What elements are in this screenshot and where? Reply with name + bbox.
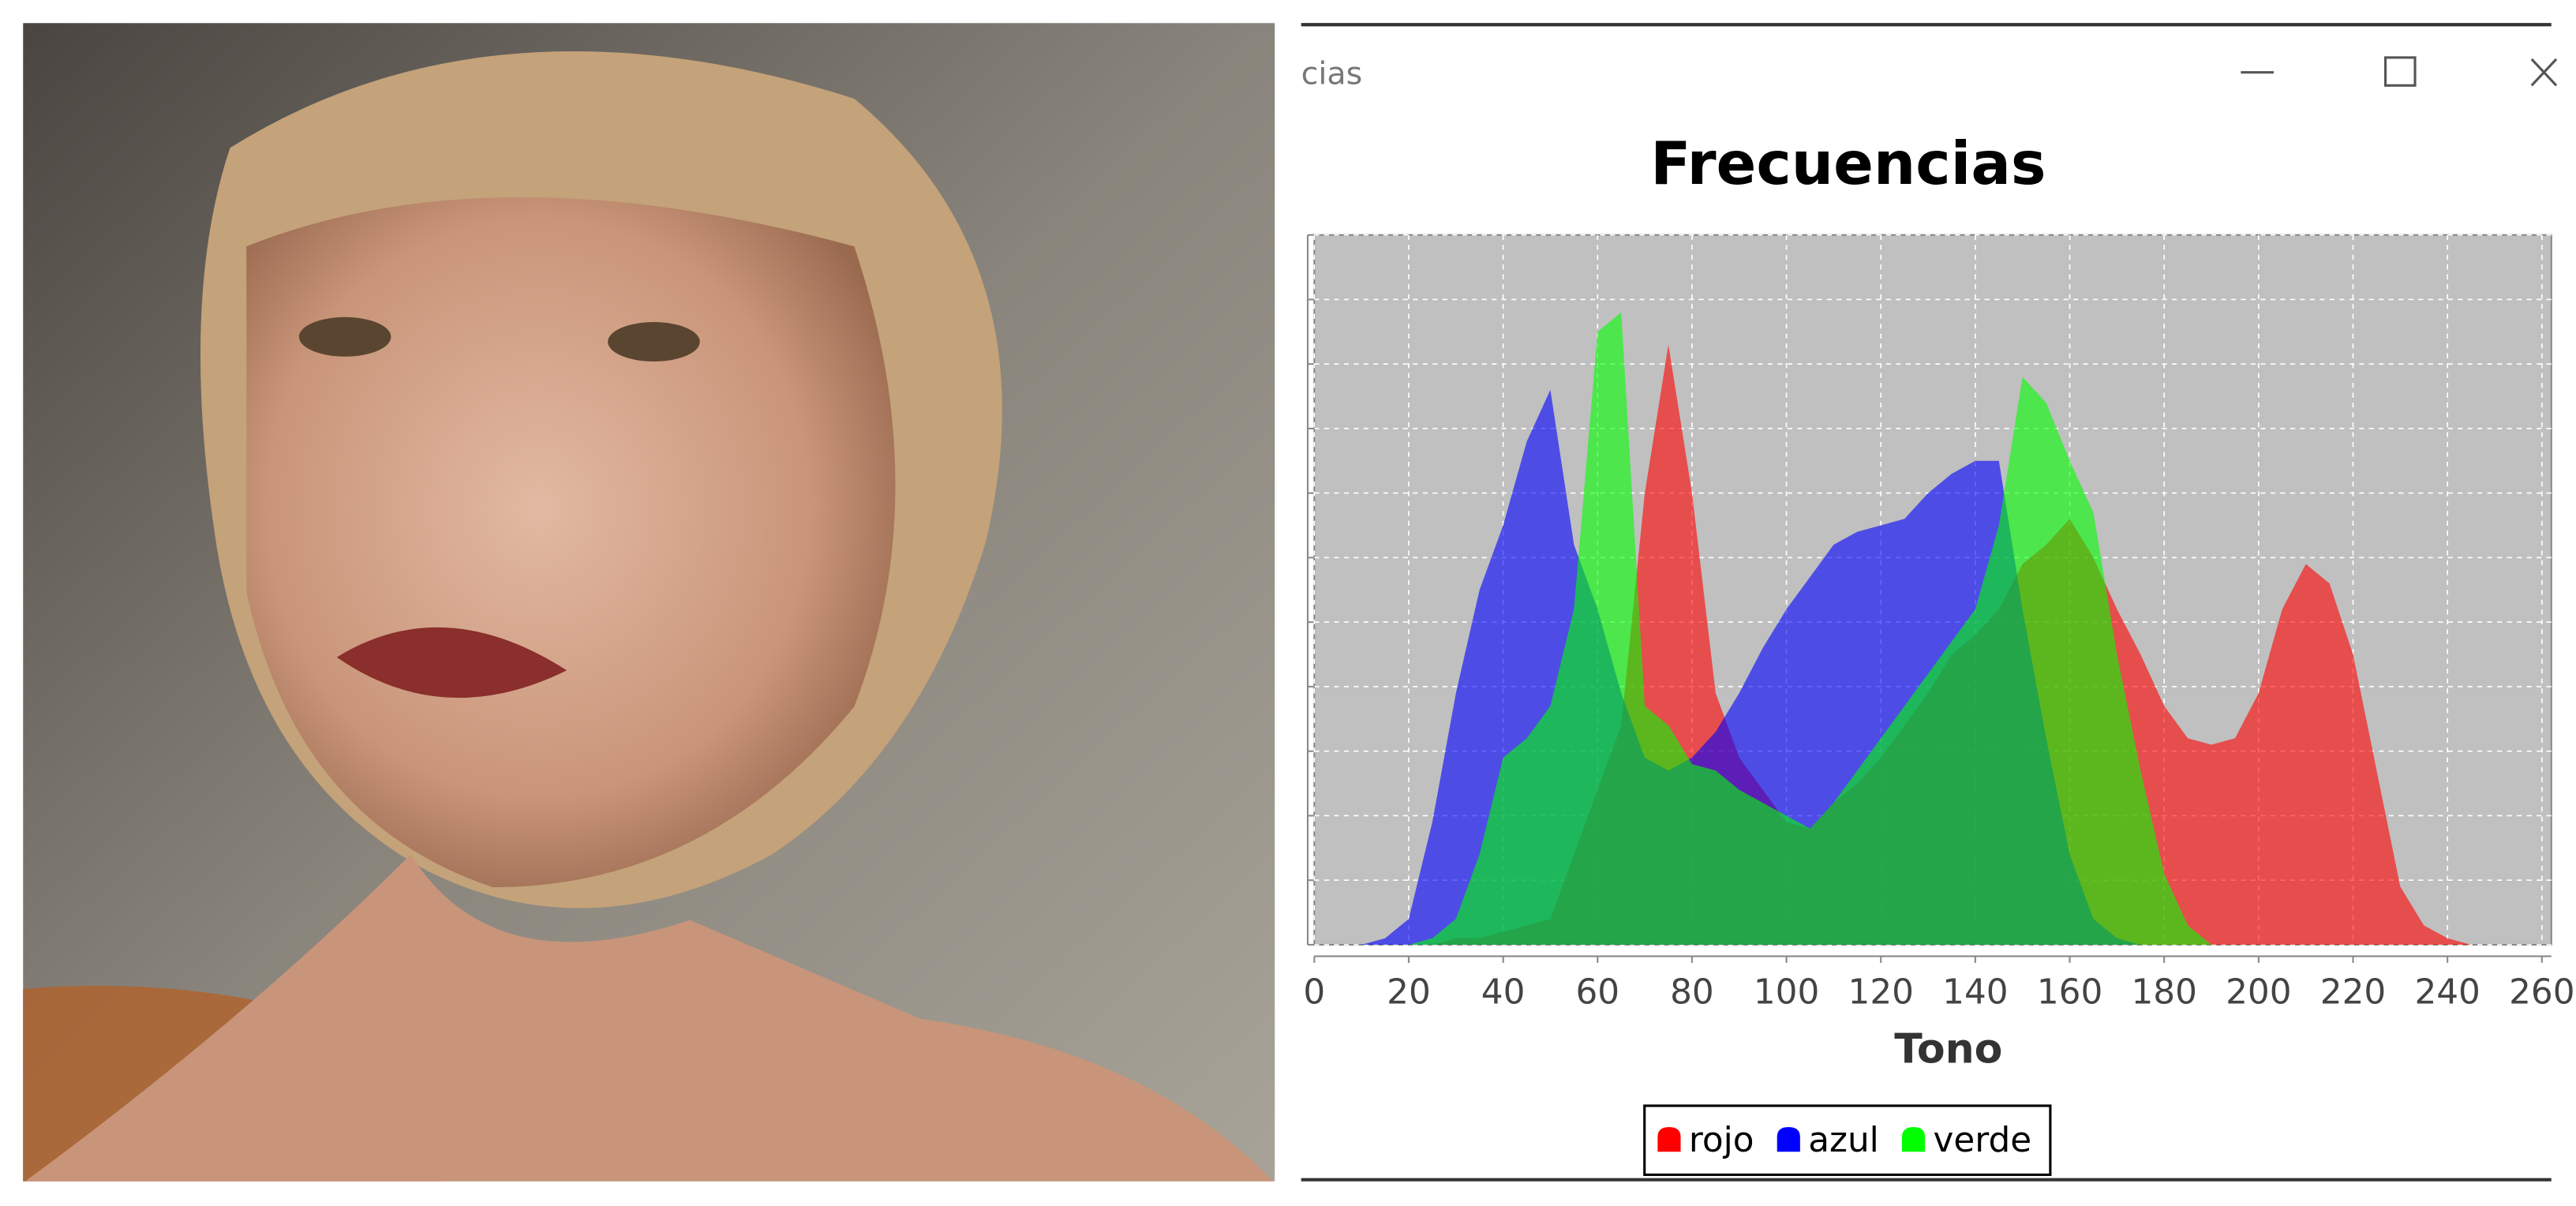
x-tick-label: 240 — [2414, 972, 2480, 1012]
photo — [23, 23, 1275, 1182]
legend-swatch — [1901, 1127, 1926, 1152]
legend-swatch — [1777, 1127, 1800, 1152]
photo-face — [246, 197, 896, 888]
x-tick-label: 180 — [2131, 972, 2196, 1012]
close-button[interactable] — [2530, 58, 2558, 87]
x-tick-label: 260 — [2509, 972, 2574, 1012]
window-title: cias — [1301, 55, 1363, 92]
x-tick-label: 40 — [1481, 972, 1526, 1012]
legend-label: rojo — [1689, 1120, 1754, 1160]
legend: rojo azul verde — [1657, 1120, 2031, 1160]
photo-eye-right — [608, 322, 700, 361]
photo-eye-left — [298, 316, 391, 357]
plot: 0 20 40 60 80 100 120 140 160 180 200 220 240 260 — [1303, 234, 2575, 1012]
photo-neck — [24, 854, 1274, 1182]
photo-lips — [336, 627, 567, 699]
x-tick-label: 100 — [1754, 972, 1819, 1012]
x-tick-label: 60 — [1575, 972, 1619, 1012]
legend-label: verde — [1934, 1120, 2032, 1160]
series-areas — [1314, 312, 2518, 945]
chart-title: Frecuencias — [1650, 129, 2046, 198]
x-axis-title: Tono — [1894, 1025, 2002, 1073]
legend-box — [1643, 1104, 2052, 1176]
x-tick-label: 80 — [1670, 972, 1714, 1012]
x-tick-label: 220 — [2320, 972, 2386, 1012]
legend-swatch — [1657, 1127, 1681, 1152]
x-tick-label: 20 — [1387, 972, 1431, 1012]
legend-label: azul — [1808, 1120, 1879, 1160]
x-tick-label: 0 — [1303, 972, 1325, 1012]
chart-window: cias Frecuencias Tono — [1301, 23, 2558, 1182]
x-tick-label: 160 — [2037, 972, 2102, 1012]
x-tick-label: 140 — [1942, 972, 2008, 1012]
x-tick-label: 120 — [1848, 972, 1914, 1012]
x-tick-label: 200 — [2226, 972, 2291, 1012]
maximize-button[interactable] — [2383, 56, 2417, 87]
area — [1314, 312, 2518, 945]
